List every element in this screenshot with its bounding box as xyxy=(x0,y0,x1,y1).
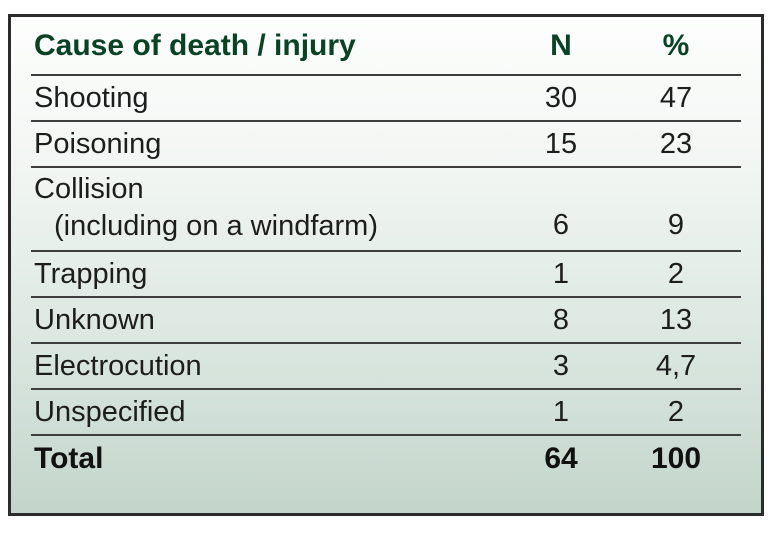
table-row-shooting: Shooting 30 47 xyxy=(31,75,741,121)
cause-line2: (including on a windfarm) xyxy=(54,210,378,242)
cause-cell: Unspecified xyxy=(34,395,186,428)
pct-cell: 13 xyxy=(659,303,693,336)
cause-cell: Poisoning xyxy=(34,127,162,160)
table-row-trapping: Trapping 1 2 xyxy=(31,251,741,297)
total-n-cell: 64 xyxy=(544,441,578,475)
pct-cell: 2 xyxy=(667,257,685,290)
pct-cell: 9 xyxy=(667,209,685,241)
n-cell: 1 xyxy=(552,257,570,290)
table-row-collision: Collision (including on a windfarm) 6 9 xyxy=(31,167,741,251)
table-row-electrocution: Electrocution 3 4,7 xyxy=(31,343,741,389)
cause-cell: Shooting xyxy=(34,81,149,114)
table-row-total: Total 64 100 xyxy=(31,435,741,499)
cause-cell: Trapping xyxy=(34,257,148,290)
pct-cell: 2 xyxy=(667,395,685,428)
total-label: Total xyxy=(34,441,104,475)
table-row-unspecified: Unspecified 1 2 xyxy=(31,389,741,435)
cause-line1: Collision xyxy=(34,173,144,205)
n-cell: 1 xyxy=(552,395,570,428)
header-row: Cause of death / injury N % xyxy=(31,17,741,75)
n-cell: 6 xyxy=(552,209,570,241)
stats-table-card: Cause of death / injury N % Shooting 30 … xyxy=(8,14,764,516)
cause-cell: Electrocution xyxy=(34,349,202,382)
cause-cell: Unknown xyxy=(34,303,155,336)
n-cell: 3 xyxy=(552,349,570,382)
pct-cell: 23 xyxy=(659,127,693,160)
pct-cell: 47 xyxy=(659,81,693,114)
cause-cell: Collision (including on a windfarm) xyxy=(31,167,481,251)
table-row-unknown: Unknown 8 13 xyxy=(31,297,741,343)
n-cell: 30 xyxy=(544,81,578,114)
column-header-pct: % xyxy=(662,28,690,62)
column-header-cause: Cause of death / injury xyxy=(34,28,356,62)
cause-of-death-table: Cause of death / injury N % Shooting 30 … xyxy=(31,17,741,499)
pct-cell: 4,7 xyxy=(655,349,697,382)
n-cell: 15 xyxy=(544,127,578,160)
column-header-n: N xyxy=(550,28,572,62)
n-cell: 8 xyxy=(552,303,570,336)
table-row-poisoning: Poisoning 15 23 xyxy=(31,121,741,167)
total-pct-cell: 100 xyxy=(650,441,702,475)
